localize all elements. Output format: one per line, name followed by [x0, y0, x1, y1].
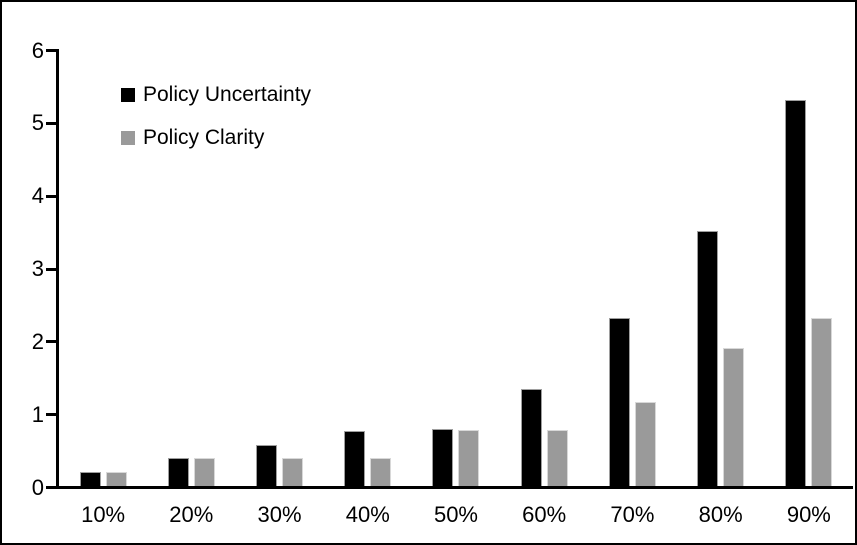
bar-group-10% — [59, 49, 147, 486]
bar-policy-clarity-30% — [282, 458, 304, 486]
legend-label-policy-clarity: Policy Clarity — [143, 126, 265, 149]
bar-group-40% — [324, 49, 412, 486]
y-axis-line — [56, 49, 59, 489]
bar-group-90% — [765, 49, 853, 486]
y-tick-label-1: 1 — [31, 402, 44, 427]
legend: Policy Uncertainty Policy Clarity — [121, 82, 311, 168]
bar-group-80% — [677, 49, 765, 486]
y-tick-label-5: 5 — [31, 110, 44, 135]
bar-policy-uncertainty-80% — [697, 231, 719, 486]
y-tick-1 — [46, 413, 56, 416]
bar-group-20% — [147, 49, 235, 486]
y-tick-0 — [46, 486, 56, 489]
legend-item-policy-uncertainty: Policy Uncertainty — [121, 82, 311, 108]
x-axis-line — [56, 486, 853, 489]
bar-policy-uncertainty-50% — [432, 429, 454, 486]
x-axis-label-20%: 20% — [169, 502, 214, 527]
y-tick-label-3: 3 — [31, 256, 44, 281]
bar-policy-uncertainty-30% — [256, 444, 278, 486]
legend-item-policy-clarity: Policy Clarity — [121, 125, 311, 151]
bar-group-30% — [235, 49, 323, 486]
bar-policy-uncertainty-90% — [785, 99, 807, 486]
y-tick-label-0: 0 — [31, 475, 44, 500]
y-tick-5 — [46, 122, 56, 125]
bar-group-50% — [412, 49, 500, 486]
bar-policy-clarity-40% — [370, 458, 392, 486]
bar-policy-uncertainty-20% — [167, 458, 189, 486]
bar-policy-uncertainty-40% — [344, 430, 366, 486]
bar-policy-clarity-20% — [193, 458, 215, 486]
bar-policy-clarity-60% — [546, 429, 568, 486]
bar-policy-clarity-10% — [105, 472, 127, 486]
bar-group-70% — [588, 49, 676, 486]
bar-policy-uncertainty-10% — [79, 472, 101, 486]
y-tick-label-4: 4 — [31, 183, 44, 208]
bar-policy-uncertainty-60% — [520, 389, 542, 486]
x-axis-label-30%: 30% — [257, 502, 302, 527]
y-tick-3 — [46, 268, 56, 271]
policy-clarity-swatch-icon — [121, 131, 135, 145]
bar-policy-uncertainty-70% — [608, 317, 630, 486]
y-tick-4 — [46, 195, 56, 198]
legend-label-policy-uncertainty: Policy Uncertainty — [143, 83, 312, 106]
bar-policy-clarity-50% — [458, 429, 480, 486]
y-tick-label-6: 6 — [31, 38, 44, 63]
bar-group-60% — [500, 49, 588, 486]
x-axis-label-10%: 10% — [81, 502, 126, 527]
y-tick-6 — [46, 49, 56, 52]
bar-policy-clarity-90% — [811, 318, 833, 486]
y-tick-label-2: 2 — [31, 329, 44, 354]
bar-policy-clarity-70% — [634, 402, 656, 486]
x-axis-label-40%: 40% — [345, 502, 390, 527]
x-axis-label-90%: 90% — [786, 502, 831, 527]
x-axis-label-80%: 80% — [698, 502, 743, 527]
x-axis-label-60%: 60% — [522, 502, 567, 527]
bar-policy-clarity-80% — [723, 347, 745, 486]
policy-uncertainty-swatch-icon — [121, 88, 135, 102]
x-axis-label-70%: 70% — [610, 502, 655, 527]
y-tick-2 — [46, 340, 56, 343]
x-axis-label-50%: 50% — [433, 502, 478, 527]
plot-area — [59, 49, 853, 486]
x-axis-labels: 10% 20% 30% 40% 50% 60% 70% 80% 90% — [59, 502, 853, 528]
